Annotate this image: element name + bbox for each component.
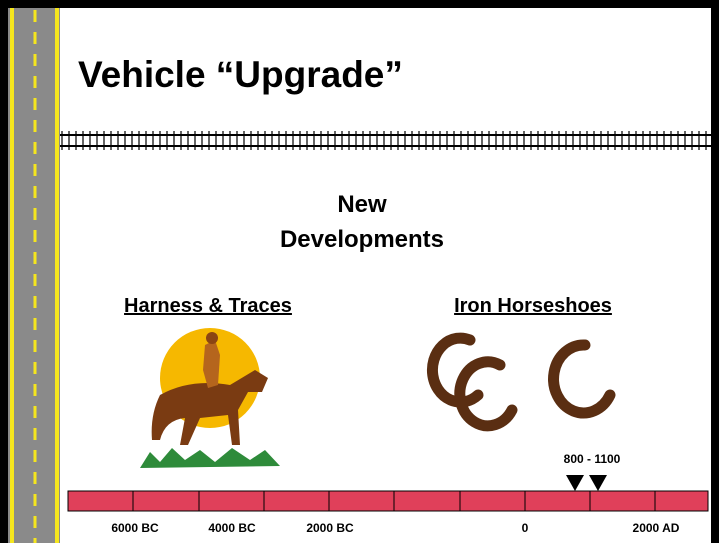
- heading-line: New: [337, 191, 387, 218]
- timeline-label: 2000 BC: [306, 521, 354, 535]
- caption: Iron Horseshoes: [454, 295, 612, 317]
- marker: [589, 475, 607, 491]
- title: Vehicle “Upgrade”: [78, 54, 403, 95]
- timeline-ticks: [132, 491, 656, 511]
- horseshoes: [426, 332, 616, 432]
- timeline-label: 4000 BC: [208, 521, 256, 535]
- timeline-label: 2000 AD: [633, 521, 680, 535]
- caption: Harness & Traces: [124, 295, 292, 317]
- range-label: 800 - 1100: [564, 452, 621, 466]
- road: [8, 8, 60, 543]
- track: [60, 131, 715, 150]
- timeline-bar: [67, 490, 709, 512]
- timeline-label: 6000 BC: [111, 521, 159, 535]
- marker: [566, 475, 584, 491]
- heading-line: Developments: [280, 226, 444, 253]
- timeline-label: 0: [522, 521, 529, 535]
- rider-illustration: [140, 328, 280, 468]
